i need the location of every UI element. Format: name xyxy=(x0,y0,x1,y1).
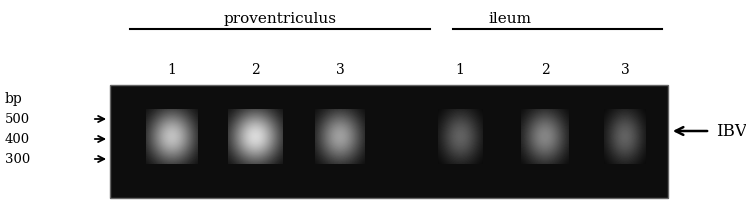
Text: ileum: ileum xyxy=(489,12,531,26)
Text: 3: 3 xyxy=(336,63,345,77)
Text: 3: 3 xyxy=(621,63,630,77)
Text: proventriculus: proventriculus xyxy=(224,12,336,26)
Text: 1: 1 xyxy=(168,63,177,77)
Text: 400: 400 xyxy=(5,133,30,146)
Text: 300: 300 xyxy=(5,153,31,166)
Bar xyxy=(110,86,668,198)
Text: IBV: IBV xyxy=(716,123,746,140)
Text: 2: 2 xyxy=(251,63,260,77)
Text: bp: bp xyxy=(5,92,22,105)
Text: 2: 2 xyxy=(541,63,549,77)
Text: 1: 1 xyxy=(456,63,465,77)
Text: 500: 500 xyxy=(5,113,30,126)
